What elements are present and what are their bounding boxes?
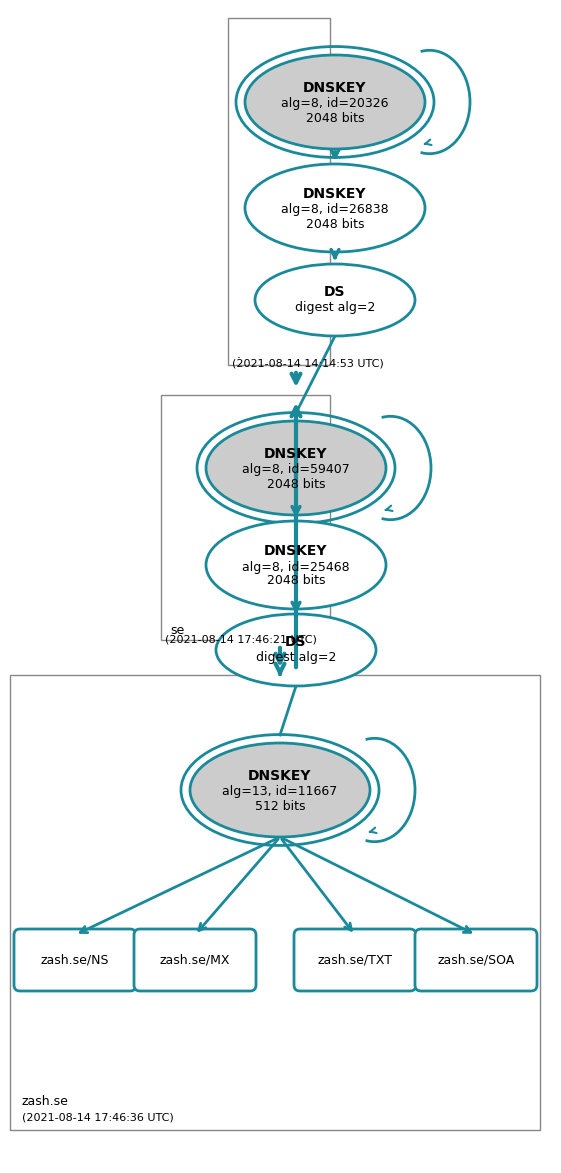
Text: alg=8, id=59407: alg=8, id=59407 (242, 463, 350, 476)
Text: zash.se/NS: zash.se/NS (41, 954, 109, 967)
Text: alg=13, id=11667: alg=13, id=11667 (222, 786, 338, 799)
Ellipse shape (206, 521, 386, 609)
Ellipse shape (255, 264, 415, 335)
Text: 2048 bits: 2048 bits (306, 217, 364, 231)
Text: (2021-08-14 14:14:53 UTC): (2021-08-14 14:14:53 UTC) (232, 358, 384, 368)
Text: 2048 bits: 2048 bits (266, 575, 325, 588)
FancyBboxPatch shape (415, 929, 537, 991)
FancyBboxPatch shape (294, 929, 416, 991)
Text: DNSKEY: DNSKEY (264, 544, 328, 558)
Text: 2048 bits: 2048 bits (306, 111, 364, 124)
Text: alg=8, id=25468: alg=8, id=25468 (242, 561, 350, 574)
Text: digest alg=2: digest alg=2 (295, 301, 375, 314)
Ellipse shape (245, 164, 425, 252)
Ellipse shape (190, 743, 370, 838)
Ellipse shape (216, 613, 376, 686)
Text: DS: DS (285, 635, 307, 649)
FancyBboxPatch shape (14, 929, 136, 991)
Text: DNSKEY: DNSKEY (304, 81, 367, 95)
Text: .: . (237, 348, 241, 361)
Text: zash.se/SOA: zash.se/SOA (438, 954, 514, 967)
Text: (2021-08-14 17:46:36 UTC): (2021-08-14 17:46:36 UTC) (22, 1112, 174, 1123)
Text: (2021-08-14 17:46:21 UTC): (2021-08-14 17:46:21 UTC) (165, 633, 317, 644)
Text: zash.se/TXT: zash.se/TXT (318, 954, 393, 967)
Text: DNSKEY: DNSKEY (249, 769, 312, 784)
Text: zash.se: zash.se (22, 1096, 69, 1108)
Bar (10, 674, 540, 1130)
Bar (228, 18, 330, 365)
Text: se: se (170, 624, 184, 637)
Bar (161, 395, 330, 640)
Ellipse shape (206, 421, 386, 515)
FancyBboxPatch shape (134, 929, 256, 991)
Text: DS: DS (324, 285, 346, 299)
Text: DNSKEY: DNSKEY (304, 187, 367, 201)
Text: 2048 bits: 2048 bits (266, 477, 325, 490)
Text: alg=8, id=26838: alg=8, id=26838 (281, 203, 389, 217)
Text: 512 bits: 512 bits (255, 800, 305, 813)
Text: alg=8, id=20326: alg=8, id=20326 (281, 97, 389, 110)
Ellipse shape (245, 55, 425, 149)
Text: zash.se/MX: zash.se/MX (160, 954, 230, 967)
Text: digest alg=2: digest alg=2 (256, 651, 336, 664)
Text: DNSKEY: DNSKEY (264, 447, 328, 461)
